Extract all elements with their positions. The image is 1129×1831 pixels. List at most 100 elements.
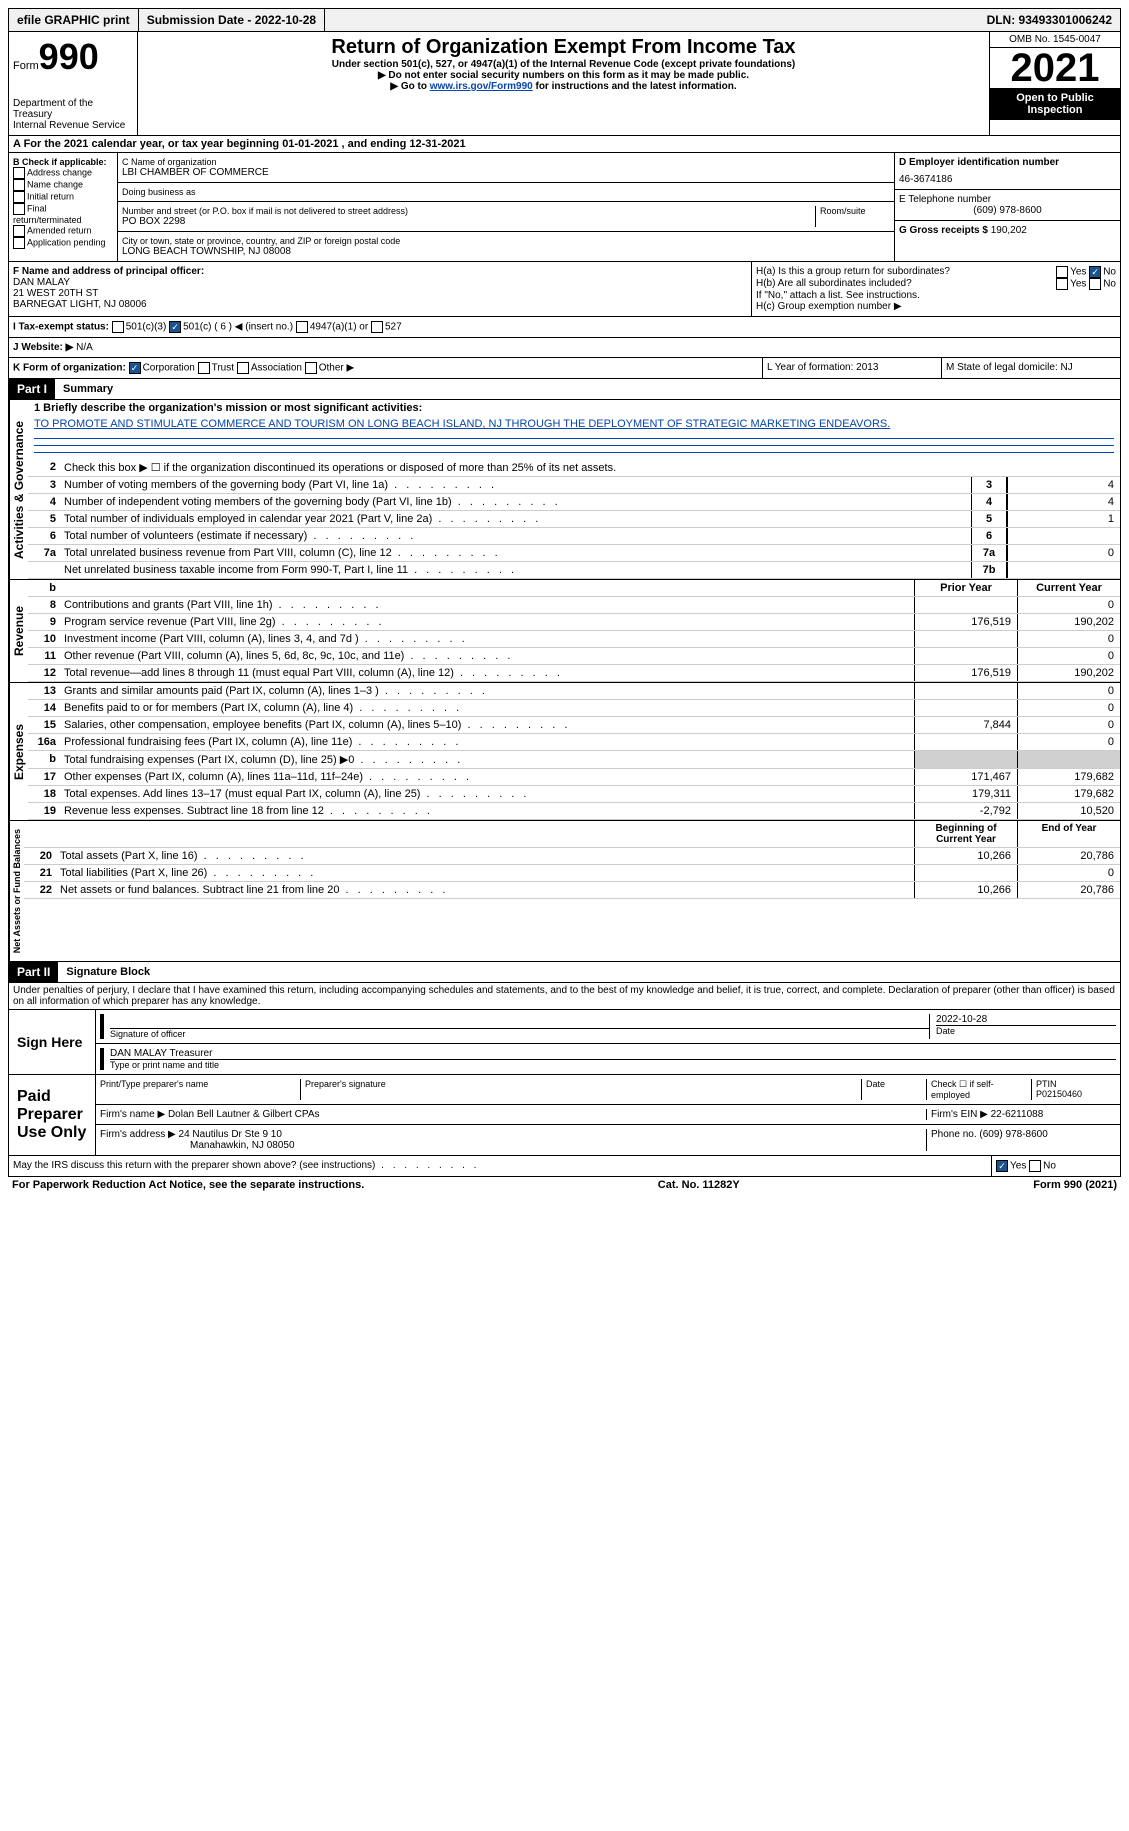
opt-assoc: Association xyxy=(251,363,302,374)
gross-receipts: 190,202 xyxy=(991,225,1027,236)
sig-name-label: Type or print name and title xyxy=(110,1059,1116,1070)
ha-yes: Yes xyxy=(1070,267,1086,278)
dln: DLN: 93493301006242 xyxy=(979,9,1120,31)
col-beg: Beginning of Current Year xyxy=(914,821,1017,847)
row-l: L Year of formation: 2013 xyxy=(763,358,942,378)
prep-name-label: Print/Type preparer's name xyxy=(100,1079,301,1100)
vert-net: Net Assets or Fund Balances xyxy=(9,821,24,961)
cb-corp[interactable] xyxy=(129,362,141,374)
submission-date[interactable]: Submission Date - 2022-10-28 xyxy=(139,9,325,31)
row-i-label: I Tax-exempt status: xyxy=(13,322,109,333)
sig-officer-label: Signature of officer xyxy=(110,1028,929,1039)
box-b-label: B Check if applicable: xyxy=(13,157,113,167)
opt-501c: 501(c) ( 6 ) ◀ (insert no.) xyxy=(183,322,293,333)
footer-mid: Cat. No. 11282Y xyxy=(658,1179,740,1191)
firm-addr-label: Firm's address ▶ xyxy=(100,1129,176,1140)
box-e-label: E Telephone number xyxy=(899,194,1116,205)
cb-other[interactable] xyxy=(305,362,317,374)
form-title: Return of Organization Exempt From Incom… xyxy=(142,36,985,59)
dba-label: Doing business as xyxy=(122,187,890,197)
discuss-no: No xyxy=(1043,1161,1056,1172)
org-name: LBI CHAMBER OF COMMERCE xyxy=(122,167,890,178)
date-label: Date xyxy=(936,1025,1116,1036)
hb-yes: Yes xyxy=(1070,279,1086,290)
cb-discuss-no[interactable] xyxy=(1029,1160,1041,1172)
part1-title: Summary xyxy=(55,380,121,398)
prep-phone-label: Phone no. xyxy=(931,1129,977,1140)
cb-501c[interactable] xyxy=(169,321,181,333)
cb-initial-return[interactable] xyxy=(13,191,25,203)
prep-date-label: Date xyxy=(862,1079,927,1100)
col-end: End of Year xyxy=(1017,821,1120,847)
firm-ein: 22-6211088 xyxy=(991,1109,1044,1120)
ptin-label: PTIN xyxy=(1036,1079,1057,1089)
cb-ha-yes[interactable] xyxy=(1056,266,1068,278)
cb-hb-no[interactable] xyxy=(1089,278,1101,290)
cb-final-return[interactable] xyxy=(13,203,25,215)
row-fh: F Name and address of principal officer:… xyxy=(8,262,1121,317)
box-g-label: G Gross receipts $ xyxy=(899,225,988,236)
sign-here-block: Sign Here Signature of officer 2022-10-2… xyxy=(8,1010,1121,1075)
cb-amended[interactable] xyxy=(13,225,25,237)
officer-name: DAN MALAY xyxy=(13,277,747,288)
org-addr: PO BOX 2298 xyxy=(122,216,815,227)
footer-right: Form 990 (2021) xyxy=(1033,1179,1117,1191)
paid-preparer-block: Paid Preparer Use Only Print/Type prepar… xyxy=(8,1075,1121,1156)
cb-527[interactable] xyxy=(371,321,383,333)
cb-trust[interactable] xyxy=(198,362,210,374)
opt-pending: Application pending xyxy=(27,237,106,247)
cb-4947[interactable] xyxy=(296,321,308,333)
hb-label: H(b) Are all subordinates included? xyxy=(756,278,912,290)
hb-note: If "No," attach a list. See instructions… xyxy=(756,290,1116,301)
cb-pending[interactable] xyxy=(13,237,25,249)
form-header: Form990 Department of the Treasury Inter… xyxy=(8,32,1121,136)
city-label: City or town, state or province, country… xyxy=(122,236,890,246)
row-j-label: J Website: ▶ xyxy=(13,342,73,353)
prep-sig-label: Preparer's signature xyxy=(301,1079,862,1100)
section-expenses: Expenses 13Grants and similar amounts pa… xyxy=(8,683,1121,821)
cb-hb-yes[interactable] xyxy=(1056,278,1068,290)
cb-assoc[interactable] xyxy=(237,362,249,374)
paid-label: Paid Preparer Use Only xyxy=(9,1075,96,1155)
footer: For Paperwork Reduction Act Notice, see … xyxy=(8,1177,1121,1193)
row-a: A For the 2021 calendar year, or tax yea… xyxy=(8,136,1121,153)
room-label: Room/suite xyxy=(815,206,890,227)
subtitle2: ▶ Do not enter social security numbers o… xyxy=(142,70,985,81)
hc-label: H(c) Group exemption number ▶ xyxy=(756,301,1116,312)
phone: (609) 978-8600 xyxy=(899,205,1116,216)
vert-revenue: Revenue xyxy=(9,580,28,682)
cb-501c3[interactable] xyxy=(112,321,124,333)
cb-ha-no[interactable] xyxy=(1089,266,1101,278)
open-inspection: Open to Public Inspection xyxy=(990,88,1120,120)
sig-name: DAN MALAY Treasurer xyxy=(110,1048,1116,1059)
box-f-label: F Name and address of principal officer: xyxy=(13,266,747,277)
firm-name: Dolan Bell Lautner & Gilbert CPAs xyxy=(168,1109,320,1120)
cb-address-change[interactable] xyxy=(13,167,25,179)
firm-ein-label: Firm's EIN ▶ xyxy=(931,1109,988,1120)
discuss-yes: Yes xyxy=(1010,1161,1026,1172)
addr-label: Number and street (or P.O. box if mail i… xyxy=(122,206,815,216)
opt-corp: Corporation xyxy=(143,363,195,374)
opt-other: Other ▶ xyxy=(319,363,354,374)
vert-activities: Activities & Governance xyxy=(9,400,28,579)
row-k-label: K Form of organization: xyxy=(13,363,126,374)
opt-name-change: Name change xyxy=(27,179,83,189)
tax-year: 2021 xyxy=(990,48,1120,88)
discuss-row: May the IRS discuss this return with the… xyxy=(8,1156,1121,1177)
dept-treasury: Department of the Treasury xyxy=(13,98,133,120)
row-klm: K Form of organization: Corporation Trus… xyxy=(8,358,1121,379)
opt-initial-return: Initial return xyxy=(27,191,74,201)
irs-link[interactable]: www.irs.gov/Form990 xyxy=(430,81,533,92)
officer-addr1: 21 WEST 20TH ST xyxy=(13,288,747,299)
efile-label[interactable]: efile GRAPHIC print xyxy=(9,9,139,31)
row-m: M State of legal domicile: NJ xyxy=(942,358,1120,378)
cb-name-change[interactable] xyxy=(13,179,25,191)
footer-left: For Paperwork Reduction Act Notice, see … xyxy=(12,1179,364,1191)
opt-trust: Trust xyxy=(212,363,234,374)
info-grid: B Check if applicable: Address change Na… xyxy=(8,153,1121,262)
section-activities: Activities & Governance 1 Briefly descri… xyxy=(8,400,1121,580)
cb-discuss-yes[interactable] xyxy=(996,1160,1008,1172)
form-number: 990 xyxy=(39,36,99,77)
section-net-assets: Net Assets or Fund Balances Beginning of… xyxy=(8,821,1121,962)
org-city: LONG BEACH TOWNSHIP, NJ 08008 xyxy=(122,246,890,257)
